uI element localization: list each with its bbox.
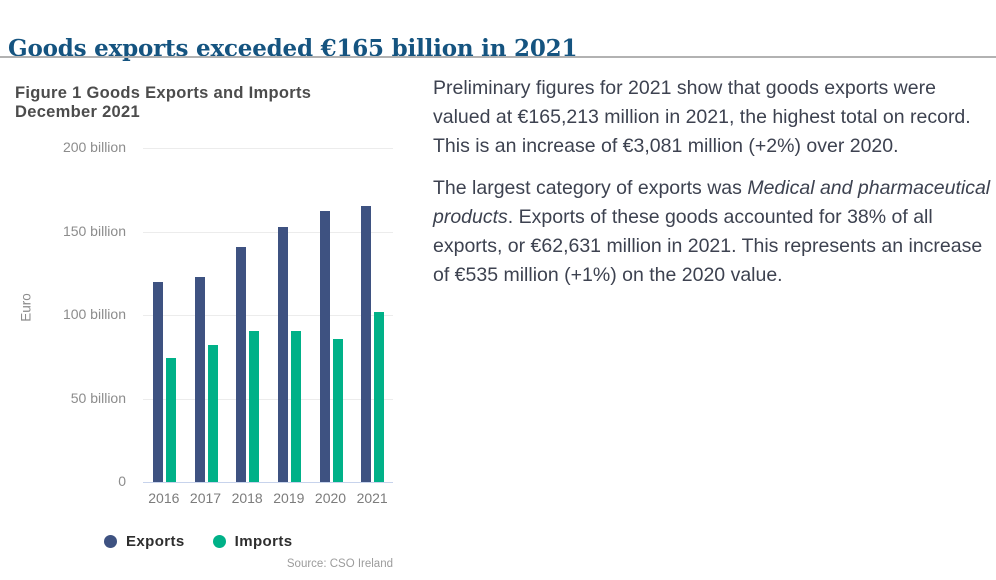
legend-item-imports[interactable]: Imports <box>212 533 293 550</box>
chart-legend: Exports Imports <box>104 533 292 550</box>
bar-exports-2017[interactable] <box>195 277 205 482</box>
y-tick-100: 100 billion <box>62 306 126 322</box>
summary-paragraph-2-italic-term: Medical and pharmaceutical products <box>433 177 991 228</box>
bar-exports-2020[interactable] <box>320 211 330 482</box>
bar-imports-2018[interactable] <box>249 331 259 482</box>
figure-title: Figure 1 Goods Exports and Imports Decem… <box>15 84 312 121</box>
x-tick-2016: 2016 <box>148 490 180 506</box>
legend-label-imports: Imports <box>234 533 293 550</box>
y-tick-50: 50 billion <box>70 389 126 406</box>
release-summary-text: Preliminary figures for 2021 show that g… <box>433 74 993 303</box>
bar-imports-2016[interactable] <box>166 358 176 482</box>
bar-imports-2017[interactable] <box>208 345 218 482</box>
title-divider <box>0 56 996 58</box>
gridline-150 <box>143 231 393 233</box>
bar-exports-2016[interactable] <box>153 282 163 482</box>
x-tick-2017: 2017 <box>189 490 222 506</box>
page-title: Goods exports exceeded €165 billion in 2… <box>8 35 578 63</box>
y-tick-0: 0 <box>118 473 126 489</box>
legend-swatch-icon-imports <box>212 535 226 548</box>
y-tick-150: 150 billion <box>62 222 126 239</box>
x-tick-2020: 2020 <box>314 490 347 506</box>
exports-imports-bar-chart: Euro 200 billion 150 billion 100 billion 50… <box>0 139 430 530</box>
legend-label-exports: Exports <box>126 533 185 550</box>
bar-imports-2020[interactable] <box>333 339 343 482</box>
summary-paragraph-1: Preliminary figures for 2021 show that g… <box>433 77 971 157</box>
x-tick-2019: 2019 <box>273 490 305 506</box>
gridline-50 <box>143 398 393 400</box>
gridline-100 <box>143 315 393 316</box>
bar-exports-2018[interactable] <box>236 247 246 482</box>
bar-exports-2019[interactable] <box>278 227 288 482</box>
gridline-0 <box>143 482 393 483</box>
summary-paragraph-2-text-cont: . Exports of these goods accounted for 3… <box>433 206 983 286</box>
chart-source-note: Source: CSO Ireland <box>286 558 393 570</box>
bar-exports-2021[interactable] <box>361 206 371 482</box>
gridline-200 <box>143 148 393 149</box>
bar-imports-2021[interactable] <box>374 312 384 482</box>
legend-item-exports[interactable]: Exports <box>104 533 185 550</box>
y-tick-200: 200 billion <box>62 139 126 155</box>
summary-paragraph-2: The largest category of exports was Medi… <box>433 174 993 290</box>
x-tick-2021: 2021 <box>356 490 388 506</box>
legend-swatch-icon-exports <box>104 535 117 548</box>
summary-paragraph-2-text: The largest category of exports was <box>433 177 748 199</box>
x-tick-2018: 2018 <box>231 490 263 506</box>
bar-imports-2019[interactable] <box>291 331 301 482</box>
